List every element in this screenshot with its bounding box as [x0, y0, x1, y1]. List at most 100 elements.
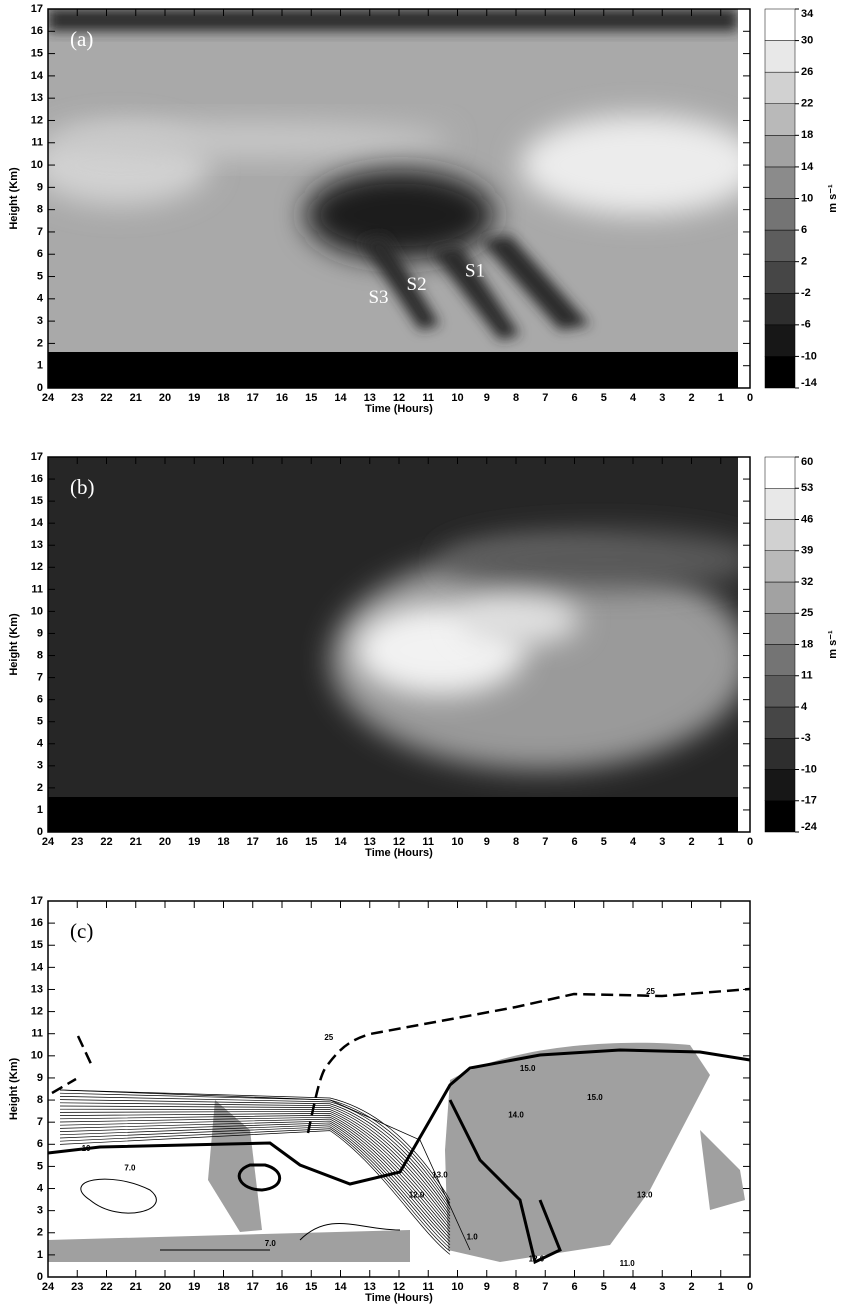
colorbar-label: m s⁻¹ [827, 184, 839, 213]
x-axis-label: Time (Hours) [365, 1292, 433, 1304]
y-tick-label: 1 [37, 804, 43, 816]
y-tick-label: 8 [37, 649, 43, 661]
colorbar-tick-label: 2 [801, 256, 807, 268]
x-tick-label: 11 [422, 1281, 434, 1293]
x-tick-label: 5 [601, 1281, 607, 1293]
x-tick-label: 5 [601, 392, 607, 404]
contour-label: 25 [324, 1033, 333, 1042]
x-tick-label: 2 [688, 1281, 694, 1293]
contour-line [59, 1111, 451, 1223]
colorbar-tick-label: 26 [801, 66, 813, 78]
colorbar-box [764, 356, 796, 389]
x-tick-label: 20 [159, 1281, 171, 1293]
colorbar-tick-label: 30 [801, 34, 813, 46]
colorbar-tick-label: -24 [801, 821, 818, 833]
x-tick-label: 13 [364, 392, 376, 404]
x-tick-label: 24 [42, 836, 55, 848]
y-axis-label: Height (Km) [8, 1058, 20, 1121]
colorbar-box [764, 488, 796, 520]
x-tick-label: 22 [100, 1281, 112, 1293]
y-tick-label: 3 [37, 1205, 43, 1217]
x-tick-label: 8 [513, 1281, 519, 1293]
x-tick-label: 22 [100, 392, 112, 404]
x-axis-label: Time (Hours) [365, 403, 433, 415]
x-tick-label: 18 [217, 392, 229, 404]
y-tick-label: 3 [37, 315, 43, 327]
contour-label: 10 [82, 1144, 91, 1153]
x-tick-label: 17 [247, 1281, 259, 1293]
colorbar-box [764, 800, 796, 833]
y-tick-label: 0 [37, 1271, 43, 1283]
contour-line [59, 1089, 451, 1201]
x-tick-label: 11 [422, 836, 434, 848]
y-tick-label: 15 [31, 47, 43, 59]
x-tick-label: 10 [451, 1281, 463, 1293]
contour-line [59, 1120, 451, 1239]
y-tick-label: 14 [31, 961, 44, 973]
y-tick-label: 15 [31, 495, 43, 507]
x-tick-label: 16 [276, 1281, 288, 1293]
x-axis-label: Time (Hours) [365, 847, 433, 859]
y-tick-label: 7 [37, 671, 43, 683]
x-tick-label: 16 [276, 392, 288, 404]
x-tick-label: 14 [334, 392, 347, 404]
x-tick-label: 14 [334, 836, 347, 848]
x-tick-label: 18 [217, 836, 229, 848]
colorbar-box [764, 769, 796, 801]
y-tick-label: 6 [37, 248, 43, 260]
shading [48, 9, 738, 388]
colorbar-tick-label: -6 [801, 319, 811, 331]
y-tick-label: 0 [37, 382, 43, 394]
x-tick-label: 7 [542, 1281, 548, 1293]
colorbar-tick-label: 53 [801, 482, 813, 494]
x-tick-label: 15 [305, 1281, 317, 1293]
y-tick-label: 17 [31, 895, 43, 907]
contour-label: 12.0 [529, 1254, 545, 1263]
contour-line [59, 1118, 451, 1236]
y-tick-label: 9 [37, 1072, 43, 1084]
y-tick-label: 17 [31, 3, 43, 15]
colorbar-box [764, 103, 796, 136]
contour-label: 1.0 [467, 1232, 479, 1241]
contour-line [59, 1126, 451, 1249]
x-tick-label: 10 [451, 392, 463, 404]
y-tick-label: 6 [37, 694, 43, 706]
x-tick-label: 16 [276, 836, 288, 848]
y-tick-label: 2 [37, 1227, 43, 1239]
colorbar-box [764, 198, 796, 231]
y-tick-label: 16 [31, 25, 43, 37]
x-tick-label: 6 [571, 392, 577, 404]
contour-line [59, 1096, 451, 1207]
x-tick-label: 3 [659, 836, 665, 848]
contour-label: 7.0 [265, 1239, 277, 1248]
y-tick-label: 10 [31, 1050, 43, 1062]
y-axis-label: Height (Km) [8, 613, 20, 676]
colorbar-box [764, 519, 796, 551]
y-tick-label: 5 [37, 270, 43, 282]
colorbar-tick-label: 18 [801, 638, 813, 650]
panel-label: (c) [70, 919, 93, 943]
y-tick-label: 4 [37, 293, 44, 305]
colorbar-tick-label: -10 [801, 350, 817, 362]
colorbar-box [764, 456, 796, 489]
colorbar-box [764, 550, 796, 583]
y-tick-label: 12 [31, 114, 43, 126]
contour-line [59, 1116, 451, 1233]
x-tick-label: 4 [630, 836, 637, 848]
contour-line [59, 1102, 451, 1213]
x-tick-label: 12 [393, 392, 405, 404]
colorbar-box [764, 293, 796, 326]
x-tick-label: 22 [100, 836, 112, 848]
colorbar-tick-label: 46 [801, 513, 813, 525]
contour-label: 7.0 [124, 1164, 136, 1173]
colorbar-tick-label: 22 [801, 98, 813, 110]
y-tick-label: 9 [37, 181, 43, 193]
contour-line [59, 1130, 451, 1255]
x-tick-label: 23 [71, 836, 83, 848]
contour-line [59, 1124, 451, 1246]
colorbar-tick-label: 34 [801, 8, 814, 20]
annotation: S1 [465, 260, 485, 281]
x-tick-label: 1 [718, 1281, 724, 1293]
colorbar-tick-label: 32 [801, 576, 813, 588]
x-tick-label: 12 [393, 1281, 405, 1293]
